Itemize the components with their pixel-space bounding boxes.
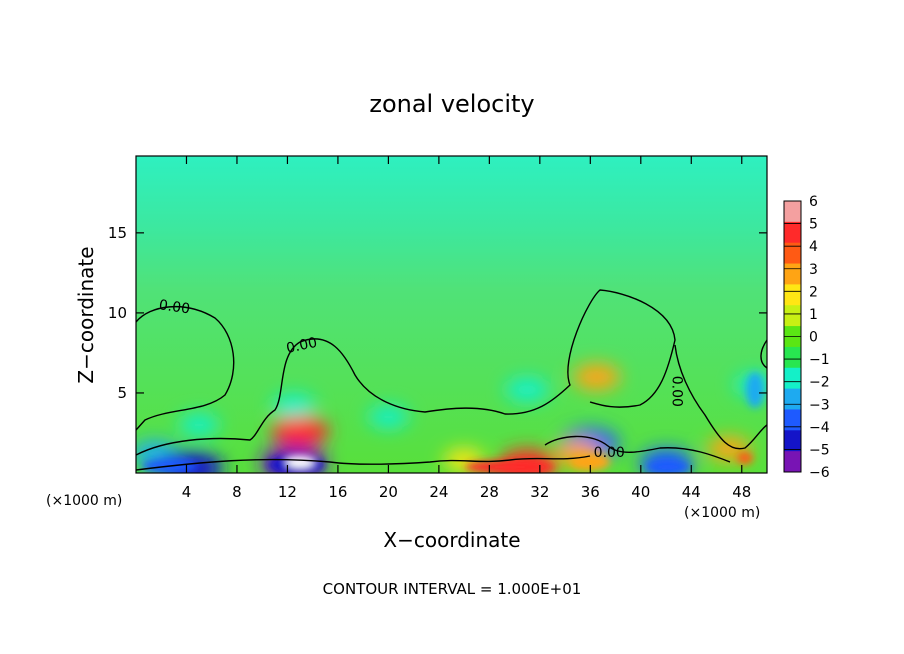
x-tick-label: 12 xyxy=(278,483,297,501)
x-tick-label: 48 xyxy=(732,483,751,501)
colorbar-swatch xyxy=(784,221,801,244)
y-tick-label: 10 xyxy=(108,304,127,322)
x-tick-label: 32 xyxy=(530,483,549,501)
colorbar-label: 6 xyxy=(809,194,818,210)
colorbar-swatch xyxy=(784,409,801,431)
y-tick-label: 15 xyxy=(108,224,127,242)
colorbar-swatch xyxy=(784,346,801,369)
colorbar-swatch xyxy=(784,242,801,264)
x-unit-right: (×1000 m) xyxy=(684,505,760,521)
colorbar-swatch xyxy=(784,388,801,410)
x-tick-label: 40 xyxy=(631,483,650,501)
colorbar-label: −4 xyxy=(809,420,830,436)
colorbar-swatch xyxy=(784,263,801,285)
anomaly-5 xyxy=(505,377,550,402)
contour-interval-note: CONTOUR INTERVAL = 1.000E+01 xyxy=(323,580,582,598)
y-axis-label: Z−coordinate xyxy=(74,246,98,383)
x-axis: 4 8 12 16 20 24 28 32 36 40 44 48 xyxy=(182,156,751,501)
colorbar-label: −5 xyxy=(809,442,830,458)
colorbar-label: 1 xyxy=(809,307,818,323)
x-tick-label: 24 xyxy=(429,483,448,501)
colorbar-swatch xyxy=(784,430,801,452)
x-tick-label: 20 xyxy=(379,483,398,501)
contour-label-3: 0.00 xyxy=(594,445,625,461)
colorbar-label: −6 xyxy=(809,465,830,481)
colorbar-label: 2 xyxy=(809,284,818,300)
x-tick-label: 8 xyxy=(232,483,242,501)
y-tick-label: 5 xyxy=(117,384,127,402)
contour-label-0: 0.00 xyxy=(158,297,191,317)
y-axis: 5 10 15 xyxy=(108,224,767,402)
x-tick-label: 44 xyxy=(682,483,701,501)
colorbar-swatch xyxy=(784,367,801,390)
colorbar-swatch xyxy=(784,305,801,327)
x-unit-left: (×1000 m) xyxy=(46,493,122,509)
colorbar-label: −2 xyxy=(809,375,830,391)
anomaly-11 xyxy=(368,405,409,429)
x-tick-label: 36 xyxy=(581,483,600,501)
colorbar-label: 5 xyxy=(809,217,818,233)
colorbar-label: 0 xyxy=(809,330,818,346)
colorbar-label: 3 xyxy=(809,262,818,278)
colorbar-swatch xyxy=(784,284,801,306)
plot-area: 0.00 0.00 0.00 0.00 xyxy=(136,156,767,473)
field-background xyxy=(136,156,767,473)
zero-contours xyxy=(136,289,767,471)
anomaly-1 xyxy=(271,393,316,418)
x-tick-label: 4 xyxy=(182,483,192,501)
contour-label-1: 0.00 xyxy=(285,335,319,357)
anomaly-0 xyxy=(271,415,329,448)
anomaly-8 xyxy=(178,413,220,437)
colorbar-label: 4 xyxy=(809,239,818,255)
contour-label-2: 0.00 xyxy=(668,376,684,407)
colorbar-label: −1 xyxy=(809,352,830,368)
colorbar-swatch xyxy=(784,201,801,223)
x-tick-label: 16 xyxy=(328,483,347,501)
x-tick-label: 28 xyxy=(480,483,499,501)
plot-frame xyxy=(135,155,768,474)
contour-labels: 0.00 0.00 0.00 0.00 xyxy=(158,297,684,461)
chart-title: zonal velocity xyxy=(369,90,534,118)
anomaly-3 xyxy=(573,363,621,391)
x-axis-label: X−coordinate xyxy=(383,528,520,552)
colorbar-swatch xyxy=(784,451,801,473)
colorbar-label: −3 xyxy=(809,397,830,413)
colorbar: 6 5 4 3 2 1 0 −1 −2 −3 −4 −5 −6 xyxy=(783,194,830,481)
